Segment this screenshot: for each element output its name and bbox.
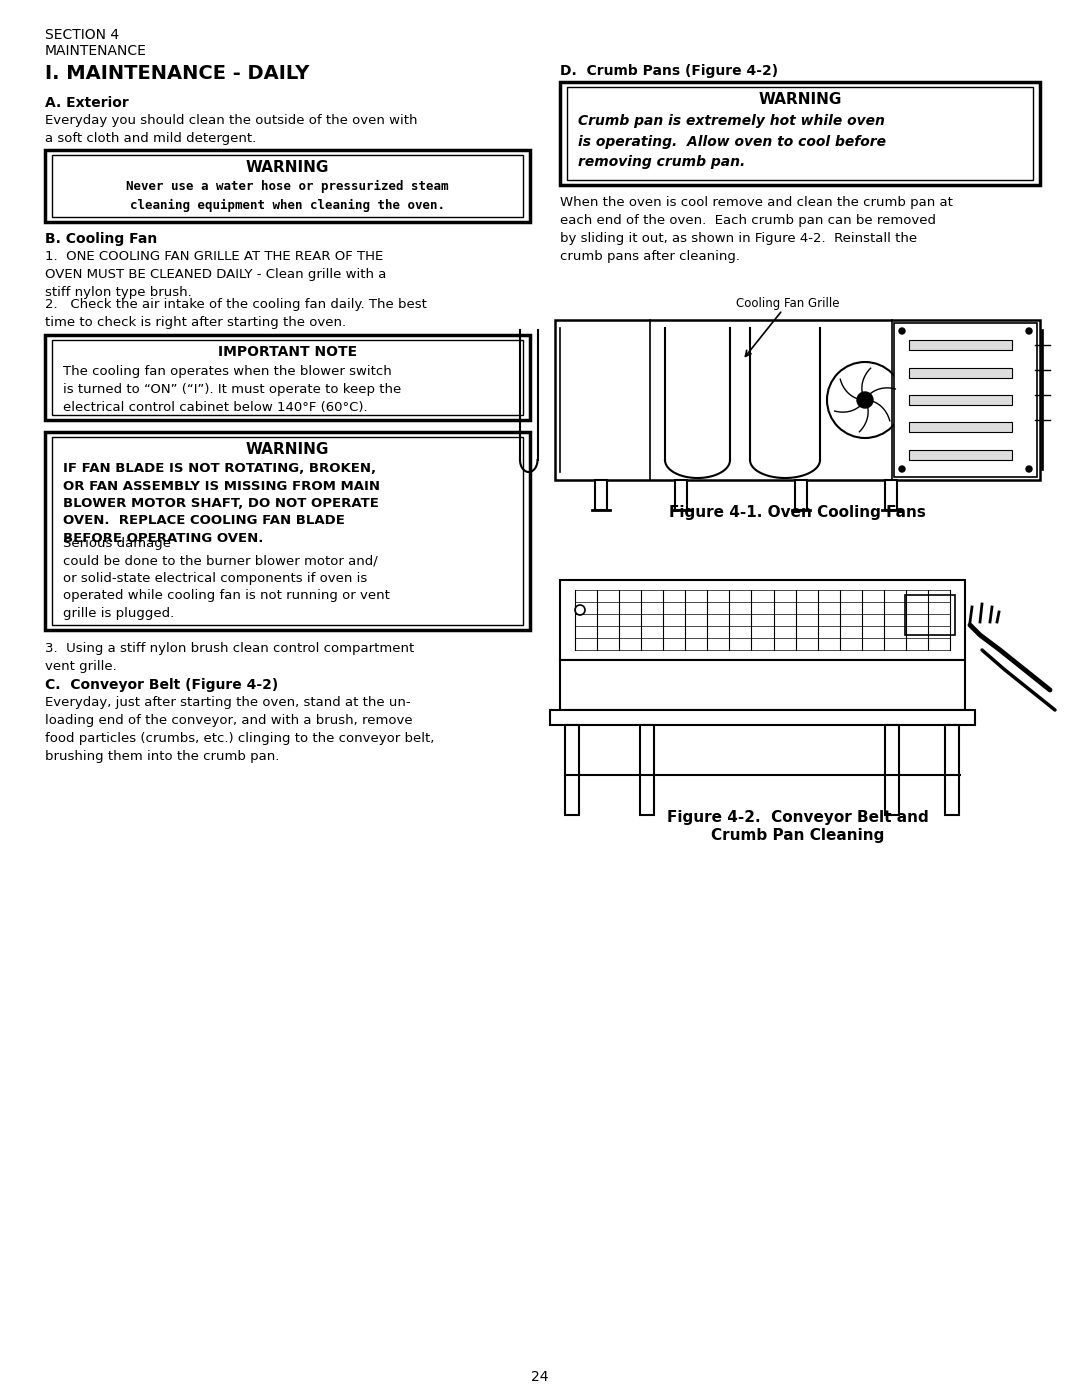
Text: The cooling fan operates when the blower switch
is turned to “ON” (“I”). It must: The cooling fan operates when the blower… [63,365,402,414]
Text: D.  Crumb Pans (Figure 4-2): D. Crumb Pans (Figure 4-2) [561,64,778,78]
Circle shape [1026,467,1032,472]
Text: Cooling Fan Grille: Cooling Fan Grille [735,298,839,310]
Circle shape [899,328,905,334]
Bar [550,710,975,725]
Bar [795,481,807,510]
Circle shape [858,393,873,408]
Text: I. MAINTENANCE - DAILY: I. MAINTENANCE - DAILY [45,64,309,82]
Bar [945,725,959,814]
Bar [640,725,654,814]
Circle shape [1026,328,1032,334]
Bar [595,481,607,510]
Text: 2.   Check the air intake of the cooling fan daily. The best
time to check is ri: 2. Check the air intake of the cooling f… [45,298,427,330]
Bar [52,339,523,415]
Text: Everyday you should clean the outside of the oven with
a soft cloth and mild det: Everyday you should clean the outside of… [45,115,418,145]
Bar [561,580,966,659]
Bar [909,395,1012,405]
Text: WARNING: WARNING [246,441,329,457]
Bar [894,323,1037,476]
Bar [905,595,955,636]
Text: Crumb Pan Cleaning: Crumb Pan Cleaning [711,828,885,842]
Bar [555,320,1040,481]
Text: WARNING: WARNING [246,161,329,175]
Bar [885,725,899,814]
Bar [561,659,966,710]
Text: IMPORTANT NOTE: IMPORTANT NOTE [218,345,357,359]
Bar [675,481,687,510]
Bar [909,341,1012,351]
Bar [45,335,530,420]
Text: A. Exterior: A. Exterior [45,96,129,110]
Text: SECTION 4: SECTION 4 [45,28,119,42]
Bar [45,432,530,630]
Text: Everyday, just after starting the oven, stand at the un-
loading end of the conv: Everyday, just after starting the oven, … [45,696,434,763]
Bar [52,155,523,217]
Text: Figure 4-1. Oven Cooling Fans: Figure 4-1. Oven Cooling Fans [670,504,926,520]
Bar [45,149,530,222]
Text: 3.  Using a stiff nylon brush clean control compartment
vent grille.: 3. Using a stiff nylon brush clean contr… [45,643,415,673]
Bar [561,82,1040,184]
Text: Serious damage
could be done to the burner blower motor and/
or solid-state elec: Serious damage could be done to the burn… [63,536,390,620]
Bar [909,422,1012,432]
Text: WARNING: WARNING [758,92,841,108]
Bar [909,450,1012,460]
Text: Figure 4-2.  Conveyor Belt and: Figure 4-2. Conveyor Belt and [666,810,929,826]
Text: B. Cooling Fan: B. Cooling Fan [45,232,158,246]
Text: MAINTENANCE: MAINTENANCE [45,43,147,59]
Text: 1.  ONE COOLING FAN GRILLE AT THE REAR OF THE
OVEN MUST BE CLEANED DAILY - Clean: 1. ONE COOLING FAN GRILLE AT THE REAR OF… [45,250,387,299]
Text: Crumb pan is extremely hot while oven
is operating.  Allow oven to cool before
r: Crumb pan is extremely hot while oven is… [578,115,886,169]
Bar [909,367,1012,377]
Bar [567,87,1032,180]
Text: 24: 24 [531,1370,549,1384]
Bar [565,725,579,814]
Bar [52,437,523,624]
Text: C.  Conveyor Belt (Figure 4-2): C. Conveyor Belt (Figure 4-2) [45,678,279,692]
Text: Never use a water hose or pressurized steam
cleaning equipment when cleaning the: Never use a water hose or pressurized st… [126,180,449,212]
Text: IF FAN BLADE IS NOT ROTATING, BROKEN,
OR FAN ASSEMBLY IS MISSING FROM MAIN
BLOWE: IF FAN BLADE IS NOT ROTATING, BROKEN, OR… [63,462,380,545]
Bar [885,481,897,510]
Text: When the oven is cool remove and clean the crumb pan at
each end of the oven.  E: When the oven is cool remove and clean t… [561,196,953,263]
Circle shape [899,467,905,472]
